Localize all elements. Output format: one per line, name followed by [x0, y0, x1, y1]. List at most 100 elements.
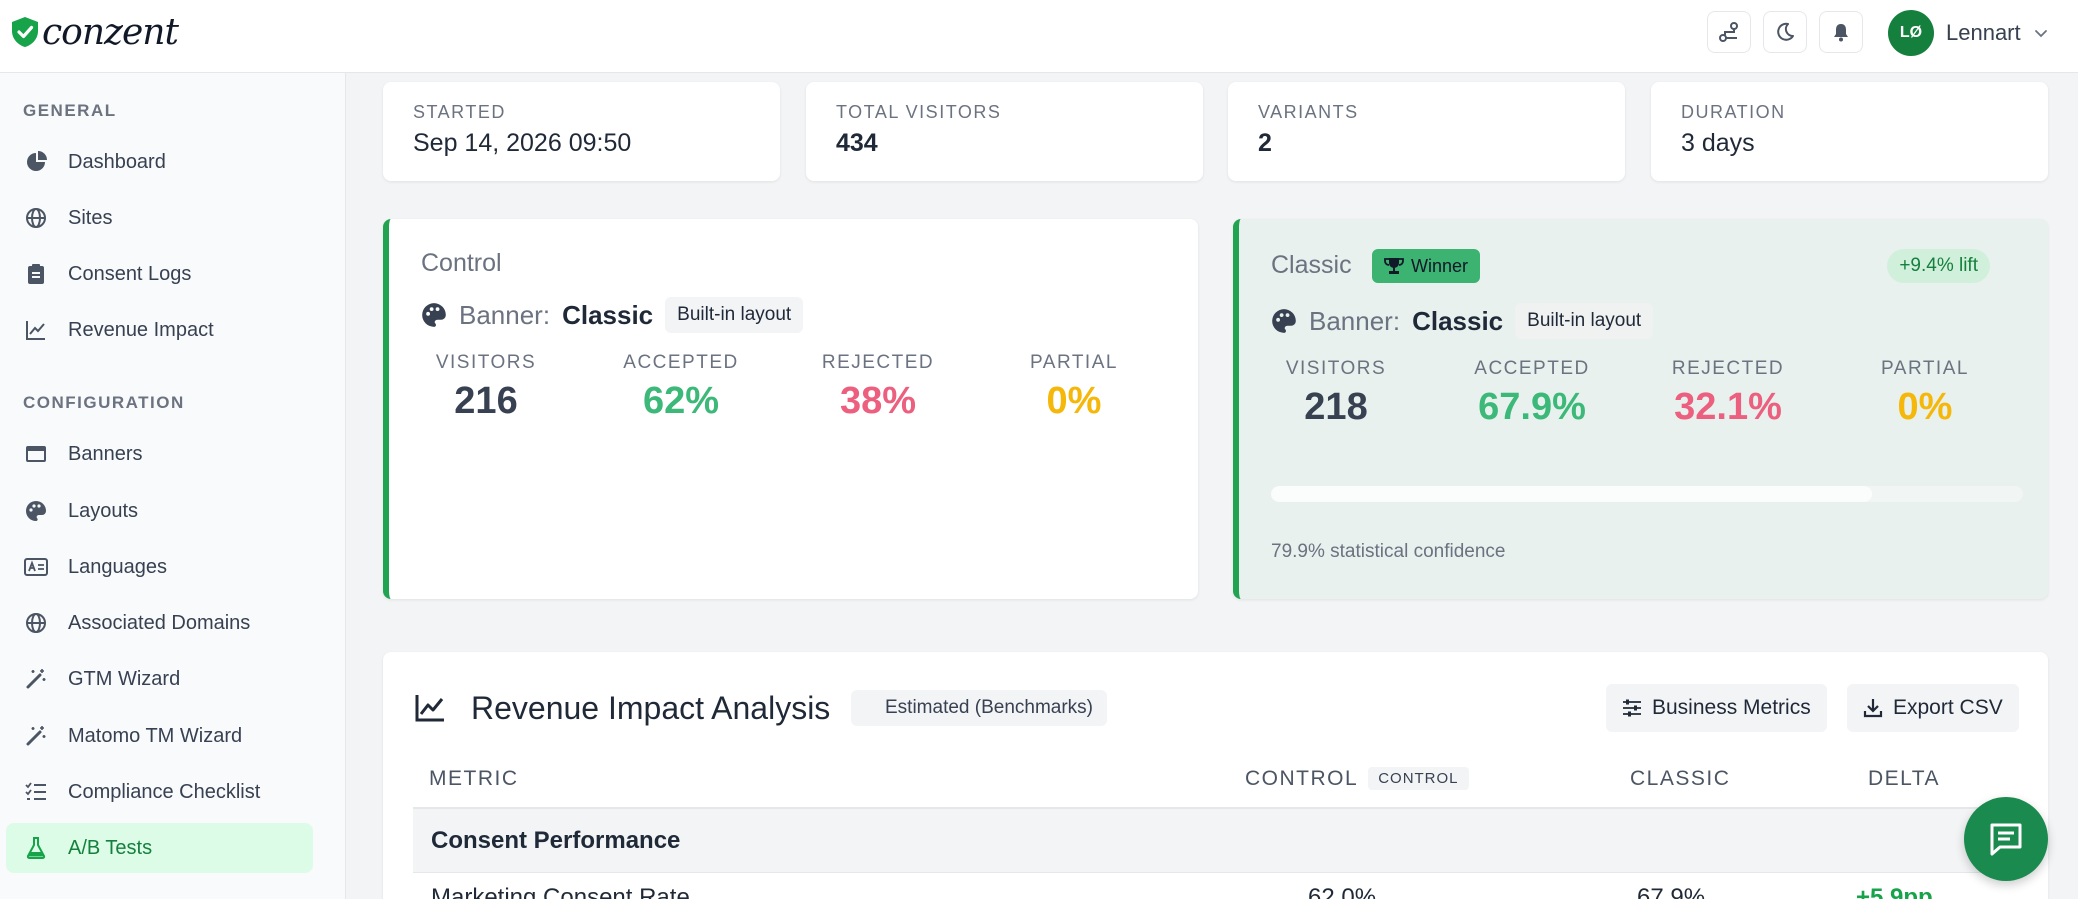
notifications-button[interactable]	[1819, 11, 1863, 53]
pie-chart-icon	[24, 150, 48, 174]
sidebar-item-label: Banners	[68, 442, 143, 465]
chat-button[interactable]	[1964, 797, 2048, 881]
sidebar-item-label: Consent Logs	[68, 262, 192, 285]
sidebar-item-ab-tests[interactable]: A/B Tests	[6, 823, 313, 873]
palette-icon	[422, 303, 446, 327]
metric-visitors: VISITORS 216	[386, 352, 586, 423]
sidebar-item-languages[interactable]: Languages	[6, 542, 313, 592]
route-icon	[1719, 22, 1738, 42]
line-chart-icon	[415, 695, 444, 722]
column-header-delta: DELTA	[1868, 767, 1941, 790]
column-header-metric: METRIC	[429, 767, 519, 790]
palette-icon	[24, 499, 48, 523]
metric-accepted: ACCEPTED 62%	[581, 352, 781, 423]
metric-label: PARTIAL	[1881, 358, 1969, 379]
banner-prefix: Banner:	[459, 299, 551, 330]
stat-value: 434	[836, 129, 878, 157]
logo-text: conzent	[42, 11, 179, 53]
download-icon	[1863, 699, 1883, 718]
metric-label: REJECTED	[821, 352, 935, 373]
variant-card-classic: Classic Winner +9.4% lift Banner: Classi…	[1233, 219, 2048, 599]
app-logo[interactable]: conzent	[10, 11, 179, 53]
sidebar-item-associated-domains[interactable]: Associated Domains	[6, 598, 313, 648]
clipboard-icon	[24, 262, 48, 286]
sidebar-item-banners[interactable]: Banners	[6, 429, 313, 479]
banner-prefix: Banner:	[1309, 305, 1401, 336]
banner-row: Banner: Classic Built-in layout	[1271, 303, 1654, 339]
chat-icon	[1990, 823, 2022, 856]
sidebar-item-label: Revenue Impact	[68, 318, 214, 341]
estimated-badge: Estimated (Benchmarks)	[851, 690, 1108, 726]
magic-wand-icon	[24, 724, 48, 748]
table-group-row: Consent Performance	[413, 809, 2018, 873]
metric-value: 62%	[642, 380, 720, 422]
dark-mode-toggle[interactable]	[1763, 11, 1807, 53]
user-name: Lennart	[1946, 20, 2021, 45]
stat-label: DURATION	[1681, 102, 1786, 122]
sidebar-section-configuration: CONFIGURATION	[23, 393, 185, 412]
sidebar-section-general: GENERAL	[23, 101, 117, 120]
sidebar-item-consent-logs[interactable]: Consent Logs	[6, 249, 313, 299]
sidebar-item-label: Layouts	[68, 499, 139, 522]
stat-label: STARTED	[413, 102, 506, 122]
lift-badge: +9.4% lift	[1887, 249, 1990, 283]
user-menu[interactable]: LØ Lennart	[1888, 10, 2049, 56]
metric-value: 32.1%	[1674, 386, 1782, 428]
winner-label: Winner	[1411, 255, 1469, 276]
metric-accepted: ACCEPTED 67.9%	[1432, 358, 1632, 429]
sidebar-item-label: A/B Tests	[68, 836, 153, 859]
stat-value: Sep 14, 2026 09:50	[413, 129, 632, 157]
banner-name: Classic	[1412, 305, 1504, 336]
line-chart-icon	[24, 318, 48, 342]
banner-row: Banner: Classic Built-in layout	[421, 297, 804, 333]
trophy-icon	[1384, 258, 1404, 274]
globe-icon	[24, 611, 48, 635]
sidebar-item-compliance-checklist[interactable]: Compliance Checklist	[6, 767, 313, 817]
stat-card-started: STARTED Sep 14, 2026 09:50	[383, 82, 780, 181]
sidebar: GENERAL Dashboard Sites Consent Logs Rev…	[0, 73, 346, 899]
control-chip: CONTROL	[1368, 767, 1469, 790]
group-label: Consent Performance	[431, 827, 681, 854]
top-bar: conzent LØ Lennart	[0, 0, 2078, 73]
stat-value: 2	[1258, 129, 1272, 157]
sidebar-item-matomo-tm-wizard[interactable]: Matomo TM Wizard	[6, 711, 313, 761]
metric-label: REJECTED	[1671, 358, 1785, 379]
row-delta-value: +5.9pp	[1856, 884, 1933, 899]
moon-icon	[1777, 22, 1794, 41]
button-label: Business Metrics	[1652, 696, 1811, 719]
language-card-icon	[24, 555, 48, 579]
row-metric-name: Marketing Consent Rate	[431, 884, 690, 899]
sidebar-item-sites[interactable]: Sites	[6, 193, 313, 243]
button-label: Export CSV	[1893, 696, 2003, 719]
sidebar-item-label: Compliance Checklist	[68, 780, 261, 803]
column-header-label: CONTROL	[1245, 767, 1359, 790]
sidebar-item-dashboard[interactable]: Dashboard	[6, 137, 313, 187]
flask-icon	[24, 836, 48, 860]
route-button[interactable]	[1707, 11, 1751, 53]
sidebar-item-label: Matomo TM Wizard	[68, 724, 243, 747]
metric-label: ACCEPTED	[623, 352, 739, 373]
metric-partial: PARTIAL 0%	[974, 352, 1174, 423]
confidence-bar-fill	[1271, 486, 1872, 502]
stat-card-total-visitors: TOTAL VISITORS 434	[806, 82, 1203, 181]
sidebar-item-layouts[interactable]: Layouts	[6, 486, 313, 536]
section-title: Revenue Impact Analysis	[471, 690, 831, 726]
magic-wand-icon	[24, 667, 48, 691]
table-divider	[413, 807, 2018, 809]
business-metrics-button[interactable]: Business Metrics	[1606, 684, 1827, 732]
sidebar-item-revenue-impact[interactable]: Revenue Impact	[6, 305, 313, 355]
bell-icon	[1834, 24, 1848, 42]
metric-visitors: VISITORS 218	[1236, 358, 1436, 429]
checklist-icon	[24, 780, 48, 804]
layout-chip: Built-in layout	[665, 297, 804, 333]
export-csv-button[interactable]: Export CSV	[1847, 684, 2019, 732]
sliders-icon	[1623, 699, 1641, 717]
sidebar-item-label: Sites	[68, 206, 113, 229]
metric-value: 0%	[1897, 386, 1953, 428]
metric-label: ACCEPTED	[1474, 358, 1590, 379]
sidebar-item-gtm-wizard[interactable]: GTM Wizard	[6, 654, 313, 704]
chevron-down-icon	[2034, 30, 2047, 38]
metric-label: VISITORS	[1285, 358, 1387, 379]
sidebar-item-label: Associated Domains	[68, 611, 251, 634]
metric-label: VISITORS	[435, 352, 537, 373]
